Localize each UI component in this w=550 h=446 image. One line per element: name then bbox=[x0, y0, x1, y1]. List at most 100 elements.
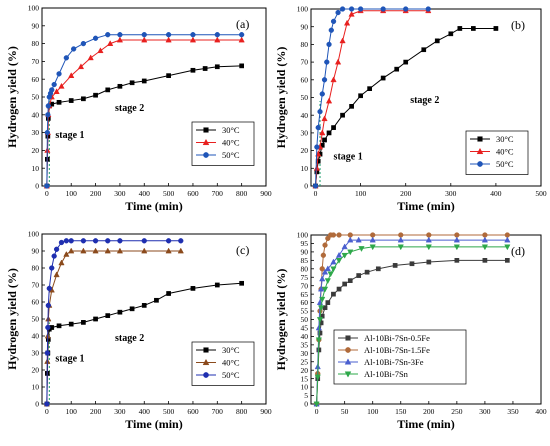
x-tick-label: 500 bbox=[163, 407, 175, 416]
y-tick-label: 80 bbox=[301, 40, 309, 49]
data-point bbox=[53, 271, 60, 278]
data-point bbox=[190, 286, 196, 291]
data-point bbox=[117, 83, 123, 89]
data-point bbox=[330, 18, 337, 25]
y-tick-label: 60 bbox=[32, 298, 40, 307]
data-point bbox=[403, 6, 409, 12]
legend-marker bbox=[344, 358, 352, 365]
data-point bbox=[314, 144, 320, 150]
data-point bbox=[341, 252, 348, 259]
legend-label: Al-10Bi-7Sn-1.5Fe bbox=[364, 345, 430, 355]
data-point bbox=[44, 350, 51, 356]
legend-marker bbox=[203, 347, 209, 353]
data-point bbox=[421, 47, 427, 53]
x-axis-label: Time (min) bbox=[397, 417, 454, 431]
y-tick-label: 65 bbox=[301, 290, 309, 299]
data-point bbox=[117, 309, 123, 315]
data-point bbox=[457, 26, 463, 31]
data-point bbox=[358, 93, 363, 99]
data-point bbox=[141, 238, 147, 244]
data-point bbox=[68, 321, 74, 327]
panel-letter: (c) bbox=[236, 243, 249, 257]
y-tick-label: 50 bbox=[301, 93, 309, 102]
data-point bbox=[367, 86, 372, 92]
series-line bbox=[316, 246, 508, 405]
data-point bbox=[214, 282, 220, 288]
data-point bbox=[397, 244, 404, 251]
data-point bbox=[341, 243, 348, 250]
y-tick-label: 70 bbox=[301, 58, 309, 67]
data-point bbox=[425, 236, 432, 243]
x-tick-label: 800 bbox=[236, 189, 248, 198]
data-point bbox=[339, 6, 346, 12]
data-point bbox=[320, 252, 326, 258]
data-point bbox=[347, 236, 354, 243]
data-point bbox=[504, 236, 511, 243]
data-point bbox=[313, 401, 320, 408]
data-point bbox=[348, 6, 355, 12]
x-tick-label: 200 bbox=[423, 407, 435, 416]
series-line bbox=[46, 282, 242, 405]
panel-letter: (b) bbox=[511, 18, 525, 32]
series-line bbox=[46, 39, 242, 187]
x-tick-label: 350 bbox=[507, 407, 519, 416]
legend-marker bbox=[345, 335, 351, 341]
y-tick-label: 0 bbox=[35, 400, 39, 409]
legend-marker bbox=[203, 372, 209, 378]
x-tick-label: 600 bbox=[187, 189, 199, 198]
y-tick-label: 90 bbox=[301, 22, 309, 31]
x-tick-label: 0 bbox=[45, 407, 49, 416]
y-tick-label: 45 bbox=[301, 324, 309, 333]
y-tick-label: 100 bbox=[28, 230, 40, 239]
legend-marker bbox=[477, 136, 483, 142]
data-point bbox=[165, 32, 172, 38]
data-point bbox=[45, 302, 51, 309]
data-point bbox=[56, 99, 62, 105]
data-point bbox=[239, 280, 245, 286]
data-point bbox=[93, 316, 98, 322]
stage-annotation: stage 1 bbox=[55, 354, 84, 365]
x-tick-label: 100 bbox=[367, 407, 379, 416]
data-point bbox=[63, 250, 70, 257]
x-tick-label: 400 bbox=[139, 407, 151, 416]
x-tick-label: 200 bbox=[90, 407, 102, 416]
data-point bbox=[316, 317, 324, 323]
data-point bbox=[330, 76, 337, 83]
y-tick-label: 10 bbox=[301, 383, 309, 392]
data-point bbox=[321, 115, 328, 122]
data-point bbox=[63, 238, 69, 244]
data-point bbox=[364, 269, 370, 275]
data-point bbox=[105, 87, 111, 93]
x-tick-label: 800 bbox=[236, 407, 248, 416]
data-point bbox=[315, 124, 321, 131]
data-point bbox=[77, 63, 85, 70]
data-point bbox=[58, 239, 65, 246]
data-point bbox=[105, 238, 111, 244]
y-tick-label: 20 bbox=[32, 146, 40, 155]
y-tick-label: 80 bbox=[32, 39, 40, 48]
series-30°C bbox=[44, 63, 245, 189]
data-point bbox=[321, 268, 329, 275]
x-axis-label: Time (min) bbox=[397, 199, 454, 213]
y-tick-label: 60 bbox=[301, 75, 309, 84]
series-50°C bbox=[44, 32, 245, 189]
data-point bbox=[105, 313, 111, 318]
data-point bbox=[97, 47, 104, 54]
data-point bbox=[471, 26, 476, 31]
data-point bbox=[117, 238, 123, 244]
data-point bbox=[92, 247, 99, 254]
data-point bbox=[342, 281, 348, 287]
x-tick-label: 500 bbox=[535, 189, 547, 198]
data-point bbox=[325, 300, 331, 305]
series-50°C bbox=[44, 238, 184, 407]
legend-marker bbox=[202, 138, 210, 146]
data-point bbox=[129, 80, 135, 86]
y-tick-label: 10 bbox=[32, 164, 40, 173]
legend-marker bbox=[203, 127, 209, 133]
data-point bbox=[504, 258, 510, 263]
series-line bbox=[46, 34, 242, 187]
data-point bbox=[317, 109, 323, 115]
x-tick-label: 300 bbox=[479, 407, 491, 416]
x-tick-label: 150 bbox=[395, 407, 407, 416]
